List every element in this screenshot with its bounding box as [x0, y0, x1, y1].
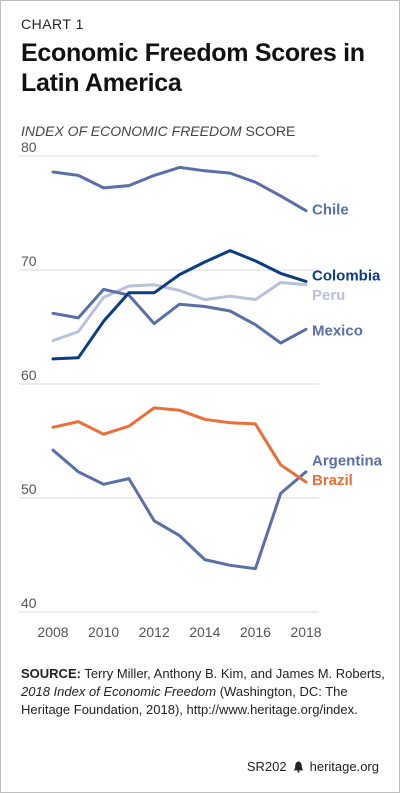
series-line-colombia	[51, 249, 308, 361]
x-tick-label: 2016	[240, 624, 271, 640]
series-line-peru	[51, 281, 308, 343]
line-chart: 40 50 60 70 80 2008 2010 2012 2014 2016 2018 Chil…	[19, 141, 383, 640]
x-tick-label: 2010	[88, 624, 119, 640]
source-text-2: (Washington, DC: The Heritage Foundation…	[21, 684, 358, 717]
y-tick-label: 40	[21, 595, 37, 611]
source-publication: 2018 Index of Economic Freedom	[21, 684, 217, 699]
y-tick-label: 60	[21, 367, 37, 383]
x-tick-label: 2018	[290, 624, 321, 640]
series-label-argentina: Argentina	[312, 452, 383, 469]
y-tick-labels: 40 50 60 70 80	[21, 141, 37, 611]
y-tick-label: 50	[21, 481, 37, 497]
series-line-mexico	[51, 287, 308, 345]
series-label-peru: Peru	[312, 287, 345, 304]
series-line-argentina	[51, 448, 308, 571]
series-label-mexico: Mexico	[312, 322, 363, 339]
y-tick-label: 70	[21, 253, 37, 269]
series-label-colombia: Colombia	[312, 268, 381, 285]
series-label-brazil: Brazil	[312, 472, 353, 489]
chart-title: Economic Freedom Scores in Latin America	[21, 39, 365, 97]
subtitle-index-name: INDEX OF ECONOMIC FREEDOM	[21, 123, 242, 139]
liberty-bell-icon	[293, 760, 304, 773]
footer: SR202 heritage.org	[247, 759, 379, 774]
source-lead: SOURCE:	[21, 666, 81, 681]
chart-kicker: CHART 1	[21, 16, 84, 32]
x-tick-labels: 2008 2010 2012 2014 2016 2018	[37, 624, 321, 640]
x-tick-label: 2014	[189, 624, 220, 640]
x-tick-label: 2012	[139, 624, 170, 640]
series-line-chile	[51, 165, 308, 213]
y-tick-label: 80	[21, 141, 37, 155]
site-name: heritage.org	[309, 759, 379, 774]
report-code: SR202	[246, 759, 287, 774]
series-labels: Chile Peru Mexico Colombia Argentina Brazil	[312, 202, 383, 489]
source-note: SOURCE: Terry Miller, Anthony B. Kim, an…	[21, 665, 386, 719]
series-lines	[51, 165, 308, 571]
series-label-chile: Chile	[312, 202, 349, 219]
grid-lines	[19, 155, 319, 613]
x-tick-label: 2008	[37, 624, 68, 640]
subtitle-score: SCORE	[241, 123, 296, 139]
chart-subtitle: INDEX OF ECONOMIC FREEDOM SCORE	[21, 123, 295, 139]
series-line-brazil	[51, 406, 308, 484]
source-text-1: Terry Miller, Anthony B. Kim, and James …	[80, 666, 385, 681]
